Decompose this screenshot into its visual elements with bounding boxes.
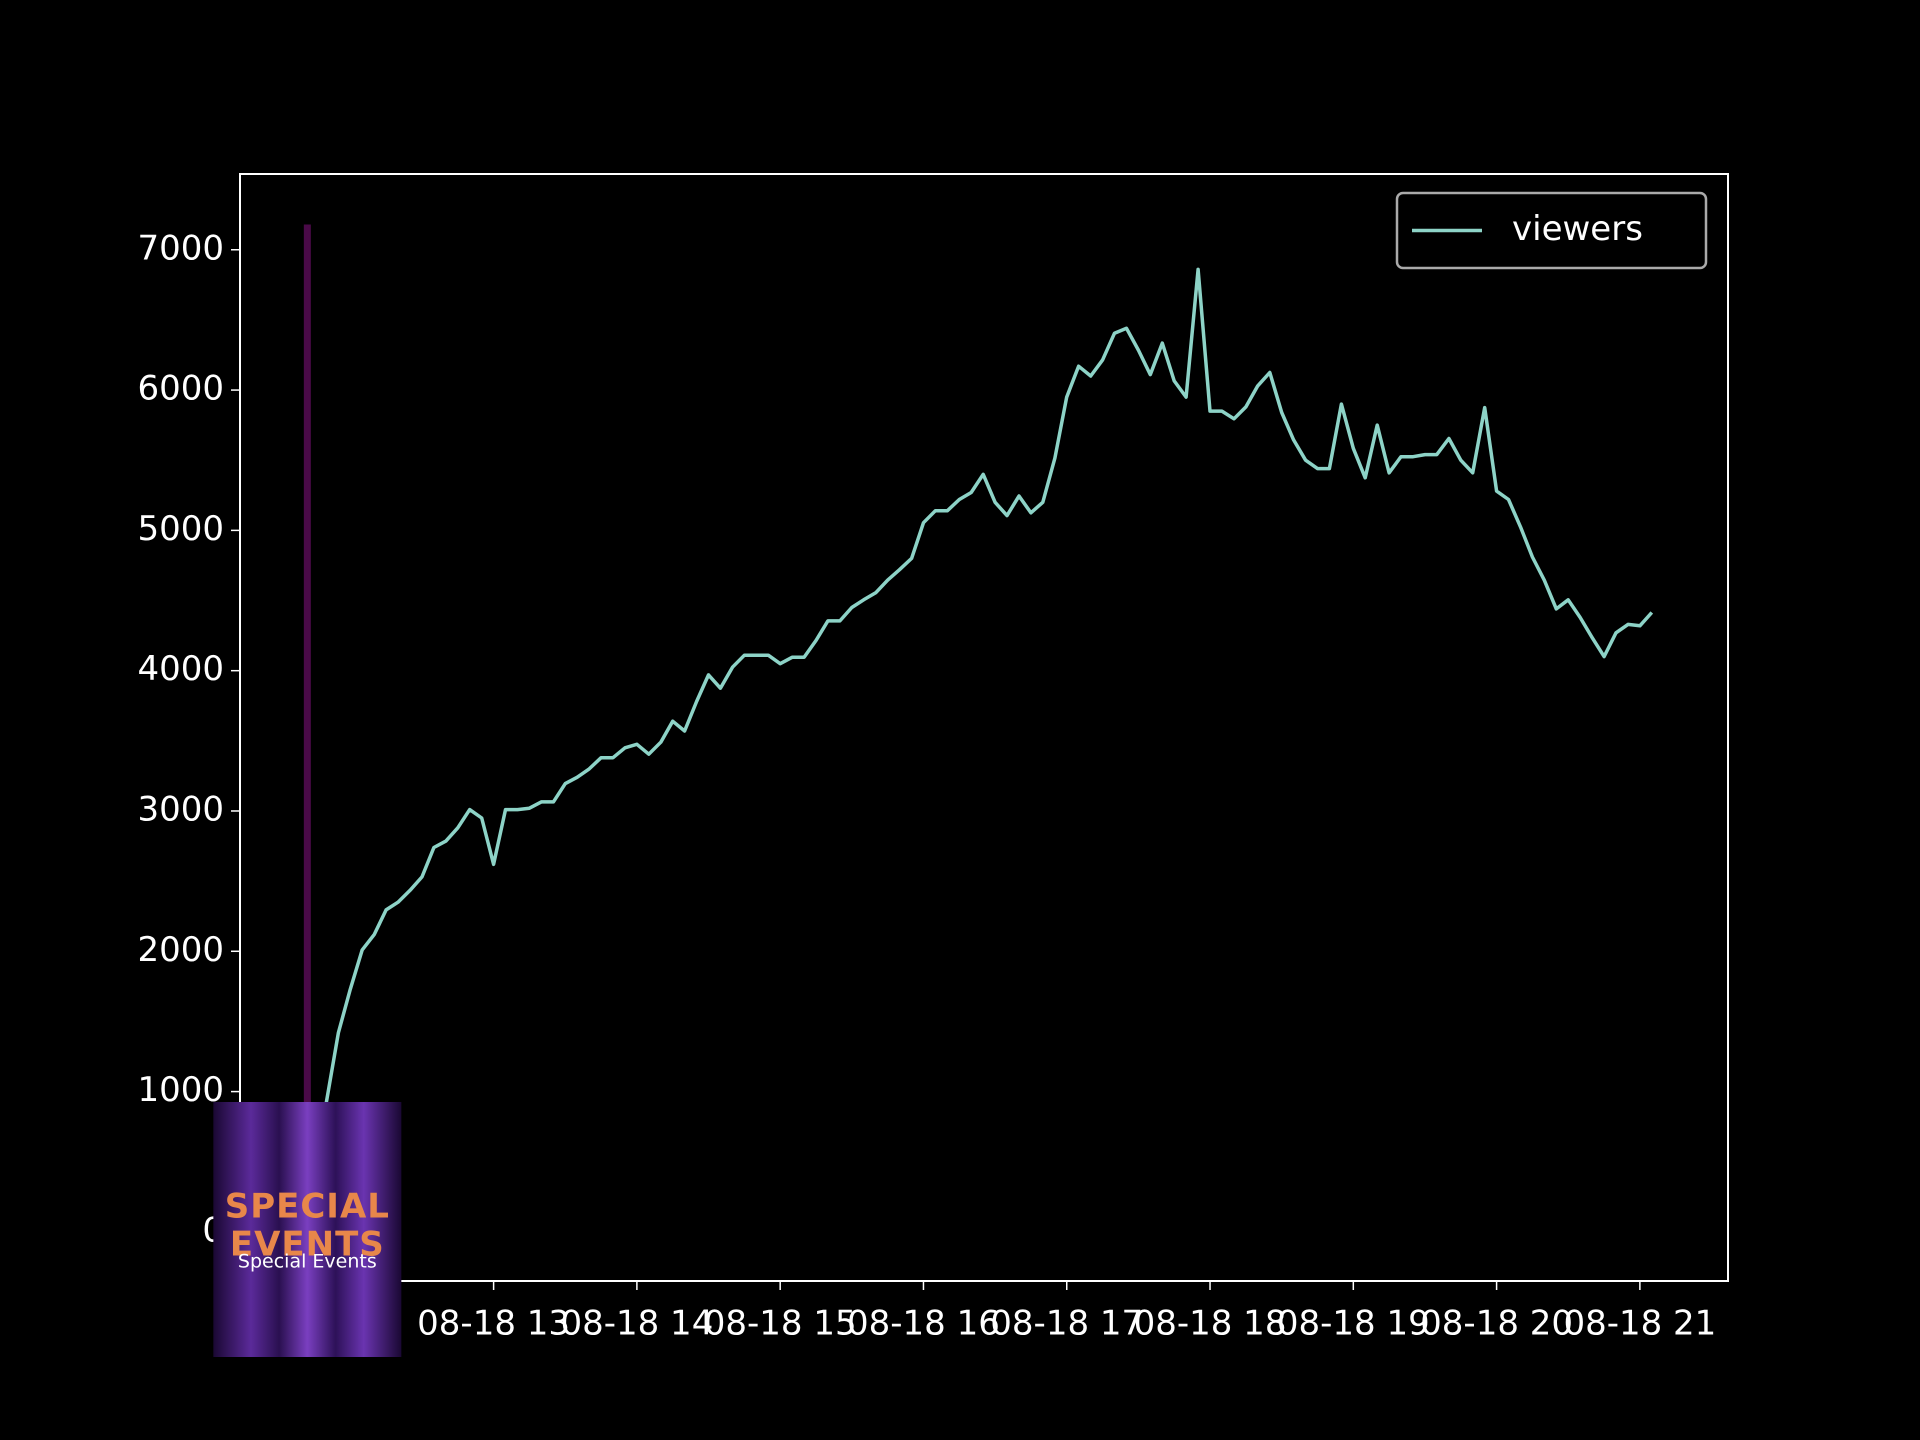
x-tick-label: 08-18 19 bbox=[1277, 1304, 1430, 1344]
y-tick-label: 2000 bbox=[137, 930, 224, 970]
y-tick-label: 4000 bbox=[137, 649, 224, 689]
thumbnail-title: EVENTS bbox=[230, 1225, 385, 1265]
y-tick-label: 7000 bbox=[137, 228, 224, 268]
y-tick-label: 6000 bbox=[137, 369, 224, 409]
y-tick-label: 1000 bbox=[137, 1070, 224, 1110]
thumbnail-label: Special Events bbox=[238, 1251, 377, 1273]
axes-frame bbox=[239, 173, 1729, 1282]
y-tick-label: 3000 bbox=[137, 789, 224, 829]
series-line bbox=[312, 267, 1654, 1165]
thumbnail-title: SPECIAL bbox=[225, 1187, 390, 1227]
x-tick-label: 08-18 20 bbox=[1420, 1304, 1573, 1344]
legend-label: viewers bbox=[1512, 209, 1643, 249]
x-tick-label: 08-18 17 bbox=[990, 1304, 1143, 1344]
x-tick-label: 08-18 13 bbox=[417, 1304, 570, 1344]
thumbnail-bg bbox=[213, 1102, 402, 1357]
legend-box bbox=[1395, 191, 1708, 270]
y-tick-label: 5000 bbox=[137, 509, 224, 549]
x-tick-label: 08-18 14 bbox=[560, 1304, 713, 1344]
x-tick-label: 08-18 16 bbox=[847, 1304, 1000, 1344]
x-tick-label: 08-18 21 bbox=[1563, 1304, 1716, 1344]
x-tick-label: 08-18 15 bbox=[704, 1304, 857, 1344]
x-tick-label: 08-18 18 bbox=[1134, 1304, 1287, 1344]
